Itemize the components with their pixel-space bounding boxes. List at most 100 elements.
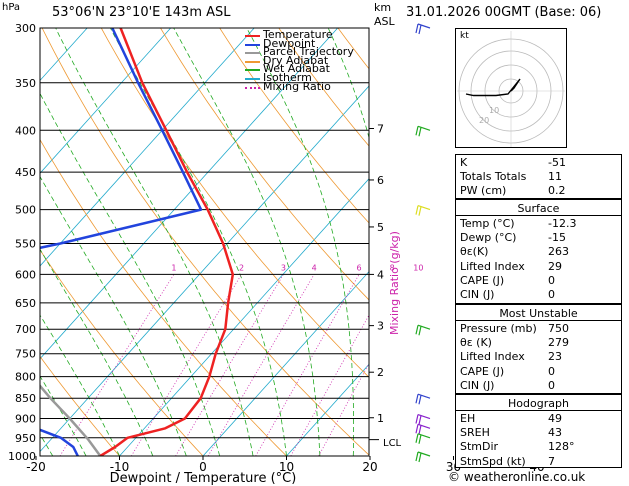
surface-index-label: CAPE (J) — [460, 273, 505, 287]
pw-label: PW (cm) — [460, 184, 507, 197]
most-unstable-index-value: 23 — [548, 350, 562, 364]
pressure-tick-label: 700 — [15, 323, 36, 336]
hodograph-index-label: StmSpd (kt) — [460, 454, 526, 468]
pressure-tick-label: 350 — [15, 77, 36, 90]
surface-index-value: 263 — [548, 245, 569, 259]
mixing-ratio-line — [130, 274, 242, 456]
legend-label: Dry Adiabat — [263, 53, 329, 67]
surface-index-value: -12.3 — [548, 217, 577, 230]
isotherm-line — [119, 178, 369, 456]
most-unstable-index-value: 279 — [548, 336, 569, 350]
surface-index-value: 29 — [548, 259, 562, 273]
wind-barb — [415, 433, 431, 444]
dry-adiabat-line — [160, 28, 369, 301]
wet-adiabat-line — [40, 314, 120, 456]
legend-swatch — [245, 35, 260, 37]
most-unstable-index-label: CAPE (J) — [460, 364, 505, 378]
hodograph-index-label: EH — [460, 412, 476, 425]
totals-totals-value: 11 — [548, 170, 562, 183]
mixing-ratio-label: 3 — [281, 263, 286, 272]
hodograph-ring-label: 10 — [489, 106, 499, 115]
most-unstable-index-label: CIN (J) — [460, 378, 495, 392]
lcl-label: LCL — [383, 438, 402, 449]
hodograph-index-value: 43 — [548, 426, 562, 440]
isotherm-line — [202, 270, 369, 456]
wind-barb — [415, 125, 431, 137]
pressure-tick-label: 800 — [15, 371, 36, 384]
temperature-tick-label: 10 — [279, 460, 294, 474]
wind-barb — [415, 205, 431, 216]
asl-axis-title: ASL — [374, 15, 395, 28]
pressure-tick-label: 750 — [15, 348, 36, 361]
totals-totals-label: Totals Totals — [460, 170, 527, 183]
isotherm-line — [40, 85, 369, 453]
legend-label: Isotherm — [263, 71, 312, 84]
wet-adiabat-line — [327, 28, 369, 140]
wind-barb — [415, 451, 431, 463]
legend-label: Temperature — [263, 28, 333, 41]
sounding-datetime: 31.01.2026 00GMT (Base: 06) — [406, 5, 602, 20]
wet-adiabat-line — [110, 28, 287, 456]
k-index-value: -51 — [548, 156, 566, 169]
mixing-ratio-line — [371, 274, 468, 456]
isotherm-line — [40, 28, 171, 174]
surface-index-label: θε(K) — [460, 245, 489, 259]
legend-label: Wet Adiabat — [263, 62, 330, 76]
mixing-ratio-label: 1 — [171, 263, 176, 272]
km-tick-label: 4 — [377, 268, 384, 281]
hodograph-index-panel: Hodograph EH 49 SREH 43 StmDir 128° StmSpd (kt… — [455, 394, 622, 468]
wet-adiabat-line — [40, 92, 221, 456]
dry-adiabat-line — [40, 355, 120, 456]
km-tick-label: 2 — [377, 366, 384, 379]
pressure-tick-label: 500 — [15, 204, 36, 217]
dewpoint-line — [40, 28, 203, 456]
hodograph-panel: kt 10 20 — [455, 28, 567, 148]
km-tick-label: 3 — [377, 320, 384, 333]
isotherm-line — [40, 28, 255, 267]
surface-index-label: Lifted Index — [460, 259, 525, 273]
legend-swatch — [245, 78, 260, 80]
hodograph-index-value: 49 — [548, 412, 562, 425]
station-location: 53°06'N 23°10'E 143m ASL — [52, 5, 231, 20]
most-unstable-index-label: Pressure (mb) — [460, 322, 537, 335]
mixing-ratio-label: 4 — [312, 263, 317, 272]
most-unstable-index-value: 750 — [548, 322, 569, 335]
km-tick-label: 7 — [377, 122, 384, 135]
pressure-tick-label: 550 — [15, 237, 36, 250]
wind-barb — [415, 23, 431, 35]
legend-swatch — [245, 86, 260, 89]
surface-index-label: Dewp (°C) — [460, 231, 517, 245]
mixing-ratio-label: 6 — [357, 263, 362, 272]
hodograph-index-label: SREH — [460, 426, 490, 440]
pressure-tick-label: 400 — [15, 124, 36, 137]
legend-label: Parcel Trajectory — [263, 45, 354, 59]
wind-barb — [415, 393, 431, 405]
km-axis-title: km — [374, 1, 392, 14]
k-index-label: K — [460, 156, 468, 169]
isotherm-line — [286, 363, 369, 456]
chart-legend: Temperature Dewpoint Parcel Trajectory Dry … — [245, 28, 385, 93]
legend-swatch — [245, 60, 260, 63]
legend-swatch — [245, 52, 260, 55]
wind-barb — [415, 324, 431, 336]
pressure-tick-label: 1000 — [8, 450, 36, 463]
mixing-ratio-label: 8 — [390, 263, 395, 272]
pressure-tick-label: 650 — [15, 297, 36, 310]
hodograph-ring-label: 20 — [479, 116, 489, 125]
temperature-line — [99, 28, 235, 456]
most-unstable-index-label: Lifted Index — [460, 350, 525, 364]
legend-swatch — [245, 43, 260, 46]
pressure-tick-label: 900 — [15, 413, 36, 426]
isotherm-line — [0, 28, 4, 456]
surface-index-value: -15 — [548, 231, 566, 245]
indices-panel: K -51 Totals Totals 11 PW (cm) 0.2 — [455, 154, 622, 199]
hodograph-unit-label: kt — [460, 31, 469, 41]
legend-swatch — [245, 69, 260, 72]
parcel-trajectory-line — [40, 383, 102, 456]
most-unstable-index-value: 0 — [548, 378, 555, 392]
km-tick-label: 5 — [377, 221, 384, 234]
surface-panel: Surface Temp (°C) -12.3 Dewp (°C) -15 θε(K) 2… — [455, 199, 622, 304]
mixing-ratio-label: 10 — [413, 263, 423, 272]
pressure-tick-label: 950 — [15, 432, 36, 445]
